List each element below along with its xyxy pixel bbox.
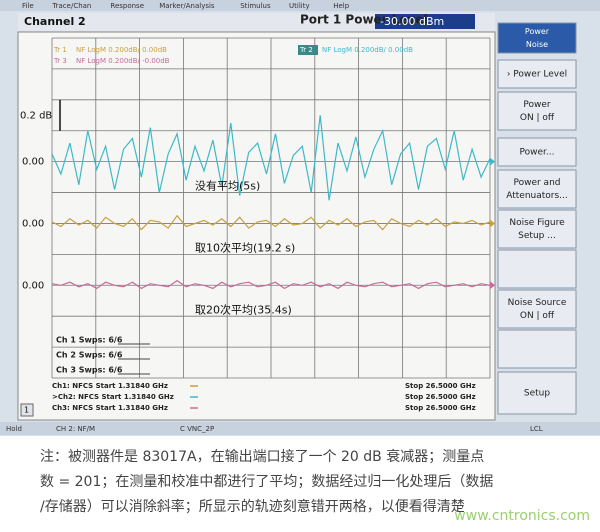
reference-marker: [490, 281, 495, 290]
softkey-label: ON | off: [520, 311, 555, 321]
softkey-label: Power and: [513, 178, 560, 188]
softkey[interactable]: [497, 289, 577, 329]
caption-line: /存储器）可以消除斜率；所显示的轨迹刻意错开两格，以便看得清楚: [40, 498, 465, 515]
reference-marker: [490, 157, 495, 166]
reference-label: 0.00: [22, 280, 44, 291]
status-bar: [0, 422, 600, 435]
annotation: 没有平均(5s): [195, 179, 260, 193]
softkey[interactable]: [497, 249, 577, 289]
softkey[interactable]: [497, 371, 577, 415]
reference-marker: [490, 219, 495, 228]
status-item: LCL: [530, 425, 543, 433]
menu-item[interactable]: Utility: [289, 2, 310, 10]
menu-item[interactable]: Stimulus: [240, 2, 271, 10]
footer-stop: Stop 26.5000 GHz: [405, 404, 476, 412]
softkey[interactable]: [497, 329, 577, 369]
softkey-label: Power: [523, 100, 551, 110]
trace: [51, 115, 491, 201]
softkey-label: ON | off: [520, 113, 555, 123]
softkey-label: Noise: [526, 40, 548, 49]
annotation: 取10次平均(19.2 s): [195, 240, 295, 254]
menu-item[interactable]: Help: [333, 2, 350, 10]
footer-start: Ch1: NFCS Start 1.31840 GHz: [52, 382, 168, 390]
reference-label: 0.00: [22, 218, 44, 229]
menu-item[interactable]: Response: [110, 2, 144, 10]
footer-start: >Ch2: NFCS Start 1.31840 GHz: [52, 393, 174, 401]
trace: [51, 279, 491, 290]
softkey-label: Setup: [524, 389, 550, 399]
sweep-label: Ch 1 Swps: 6/6: [56, 336, 123, 345]
trace-label: NF LogM 0.200dB/ 0.00dB: [76, 46, 167, 54]
plot-area: [17, 31, 496, 421]
active-trace-tag: [298, 45, 318, 55]
trace-id: Tr 2: [299, 46, 313, 54]
softkey-label: › Power Level: [507, 70, 567, 80]
softkey-label: Setup ...: [518, 231, 556, 241]
watermark: www.cntronics.com: [454, 508, 590, 524]
menu-item[interactable]: Marker/Analysis: [159, 2, 215, 10]
softkey[interactable]: [497, 22, 577, 54]
channel-title: Channel 2: [24, 15, 86, 28]
reference-label: 0.00: [22, 157, 44, 168]
trace: [51, 214, 491, 231]
trace-label: NF LogM 0.200dB/ 0.00dB: [322, 46, 413, 54]
marker-box: [20, 403, 34, 417]
input-value[interactable]: -30.00 dBm: [380, 15, 444, 28]
sweep-label: Ch 3 Swps: 6/6: [56, 366, 123, 375]
softkey[interactable]: [497, 137, 577, 167]
softkey-label: Power: [525, 27, 550, 36]
footer-stop: Stop 26.5000 GHz: [405, 393, 476, 401]
softkey-label: Attenuators...: [506, 191, 568, 201]
sweep-label: Ch 2 Swps: 6/6: [56, 351, 123, 360]
menu-item[interactable]: File: [22, 2, 34, 10]
caption-line: 注：被测器件是 83017A，在输出端口接了一个 20 dB 衰减器；测量点: [40, 448, 484, 465]
trace-label: NF LogM 0.200dB/ -0.00dB: [76, 57, 170, 65]
footer-start: Ch3: NFCS Start 1.31840 GHz: [52, 404, 168, 412]
softkey-label: Noise Figure: [509, 218, 565, 228]
marker-id: 1: [24, 406, 29, 415]
annotation: 取20次平均(35.4s): [195, 302, 292, 316]
softkey-label: Power...: [520, 148, 555, 158]
trace-id: Tr 1: [53, 46, 67, 54]
softkey[interactable]: [497, 59, 577, 89]
status-item: Hold: [6, 425, 22, 433]
menu-bar: [0, 0, 600, 11]
softkey[interactable]: [497, 209, 577, 249]
caption-line: 数 = 201；在测量和校准中都进行了平均；数据经过归一化处理后（数据: [40, 473, 493, 490]
param-label: Port 1 Power Level: [300, 13, 428, 27]
scale-label: 0.2 dB: [20, 110, 52, 121]
menu-item[interactable]: Trace/Chan: [51, 2, 91, 10]
footer-stop: Stop 26.5000 GHz: [405, 382, 476, 390]
trace-id: Tr 3: [53, 57, 67, 65]
status-item: C VNC_2P: [180, 425, 214, 433]
status-item: CH 2: NF/M: [56, 425, 95, 433]
input-box: [375, 14, 475, 29]
softkey[interactable]: [497, 91, 577, 131]
softkey-label: Noise Source: [508, 298, 567, 308]
softkey[interactable]: [497, 169, 577, 209]
